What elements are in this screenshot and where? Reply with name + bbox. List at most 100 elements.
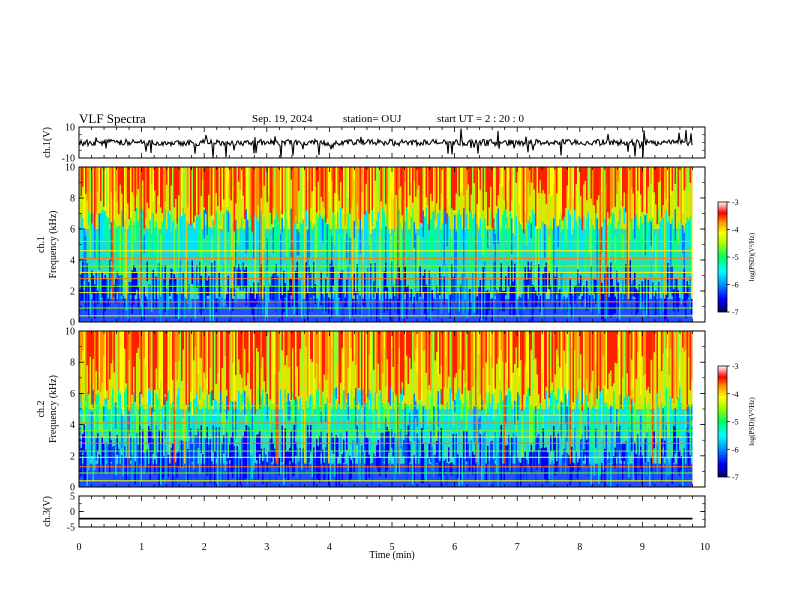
ch1-col-hi xyxy=(629,167,631,224)
ch2-col-lo xyxy=(118,448,120,472)
ch2-col-lo xyxy=(104,447,106,474)
ch2-col-hi xyxy=(496,331,498,364)
ch2-col-hi xyxy=(413,331,415,362)
ch2-col-hi xyxy=(583,331,585,405)
ch1-col-mid xyxy=(260,211,262,250)
ch1-col-mid xyxy=(647,222,649,258)
ch2-col-lo xyxy=(665,425,667,482)
ch2-col-hi xyxy=(137,331,139,348)
ch1-col-hi xyxy=(236,167,238,183)
ch2-col-mid xyxy=(685,410,687,432)
ch1-col-lo xyxy=(385,262,387,291)
ch2-col-lo xyxy=(100,455,102,466)
ch2-col-hi xyxy=(644,331,646,374)
ch1-col-lo xyxy=(604,273,606,310)
ch1-col-hi xyxy=(356,167,358,205)
ch2-col-mid xyxy=(92,389,94,408)
ch2-col-lo xyxy=(634,443,636,475)
ch2-col-hi xyxy=(616,331,618,364)
ch2-col-lo xyxy=(260,448,262,465)
ch2-col-lo xyxy=(466,431,468,462)
ch1-col-lo xyxy=(238,264,240,286)
ch2-col-mid xyxy=(119,393,121,427)
ch1-col-mid xyxy=(578,215,580,240)
ch1-col-mid xyxy=(319,213,321,240)
ch2-col-lo xyxy=(376,445,378,468)
ch2-col-hi xyxy=(142,331,144,398)
ch1-col-mid xyxy=(658,209,660,225)
ch1-col-hi xyxy=(421,167,423,224)
ch1-col-hi xyxy=(235,167,237,204)
ch1-col-mid xyxy=(107,218,109,275)
ch1-col-lo xyxy=(455,267,457,302)
ch1-col-hi xyxy=(592,167,594,206)
ch2-col-lo xyxy=(98,454,100,475)
ch1-col-lo xyxy=(196,265,198,289)
ch2-col-hi xyxy=(238,331,240,360)
ch1-col-mid xyxy=(437,213,439,231)
ch1-col-hi xyxy=(466,167,468,190)
ch1-col-hi xyxy=(464,167,466,228)
ch1-col-mid xyxy=(389,234,391,265)
ch2-col-mid xyxy=(335,387,337,399)
ch2-col-hi xyxy=(658,331,660,368)
ch1-col-mid xyxy=(92,213,94,274)
ch2-col-mid xyxy=(410,404,412,453)
ch1-col-hi xyxy=(100,167,102,202)
ch2-col-mid xyxy=(268,405,270,437)
ch2-col-mid xyxy=(515,402,517,432)
ch2-col-mid xyxy=(389,388,391,407)
ch2-col-mid xyxy=(590,416,592,449)
ch2-col-lo xyxy=(593,463,595,477)
ch2-col-mid xyxy=(676,415,678,445)
ch2-col-mid xyxy=(548,406,550,418)
ch1-spike xyxy=(125,167,127,299)
ch1-col-mid xyxy=(143,235,145,254)
ch2-col-hi xyxy=(281,331,283,351)
ch2-col-hi xyxy=(667,331,669,358)
ch2-col-mid xyxy=(415,401,417,418)
ch2-col-mid xyxy=(82,416,84,443)
ch1-col-hi xyxy=(95,167,97,215)
ch1-col-hi xyxy=(374,167,376,181)
ch2-col-lo xyxy=(467,442,469,478)
ch1-col-mid xyxy=(550,218,552,273)
ch1-line xyxy=(79,301,693,303)
ch1-col-hi xyxy=(401,167,403,216)
ch1-col-lo xyxy=(470,287,472,302)
ch1-col-lo xyxy=(584,285,586,307)
ch1-col-mid xyxy=(320,216,322,252)
ch1-col-hi xyxy=(529,167,531,196)
ch2-col-mid xyxy=(274,417,276,467)
ch2-col-mid xyxy=(428,417,430,464)
ch2-col-hi xyxy=(566,331,568,399)
ch1-col-lo xyxy=(563,296,565,315)
ch2-col-lo xyxy=(437,429,439,482)
ch1-col-hi xyxy=(272,167,274,208)
ch1-line xyxy=(79,285,693,287)
ch1-col-lo xyxy=(496,290,498,308)
ch1-col-mid xyxy=(608,218,610,267)
ch1-col-hi xyxy=(149,167,151,231)
ch1-col-hi xyxy=(476,167,478,205)
ch1-col-hi xyxy=(565,167,567,235)
ch2-col-hi xyxy=(400,331,402,414)
ch2-col-hi xyxy=(403,331,405,396)
ch1-col-mid xyxy=(328,223,330,258)
ch1-col-lo xyxy=(346,279,348,308)
ch1-col-hi xyxy=(341,167,343,209)
ch2-col-lo xyxy=(614,447,616,469)
ch1-col-hi xyxy=(215,167,217,194)
ch2-col-hi xyxy=(634,331,636,412)
ch1-line xyxy=(79,271,693,273)
ch1-col-lo xyxy=(463,261,465,315)
ch1-col-hi xyxy=(431,167,433,201)
ch1-col-mid xyxy=(308,212,310,259)
ch2-col-lo xyxy=(632,428,634,481)
ch1-col-mid xyxy=(350,208,352,238)
ch1-col-mid xyxy=(353,220,355,239)
ch1-col-hi xyxy=(677,167,679,207)
ch2-col-lo xyxy=(275,462,277,480)
ch2-col-hi xyxy=(244,331,246,349)
ch1-col-mid xyxy=(476,224,478,251)
